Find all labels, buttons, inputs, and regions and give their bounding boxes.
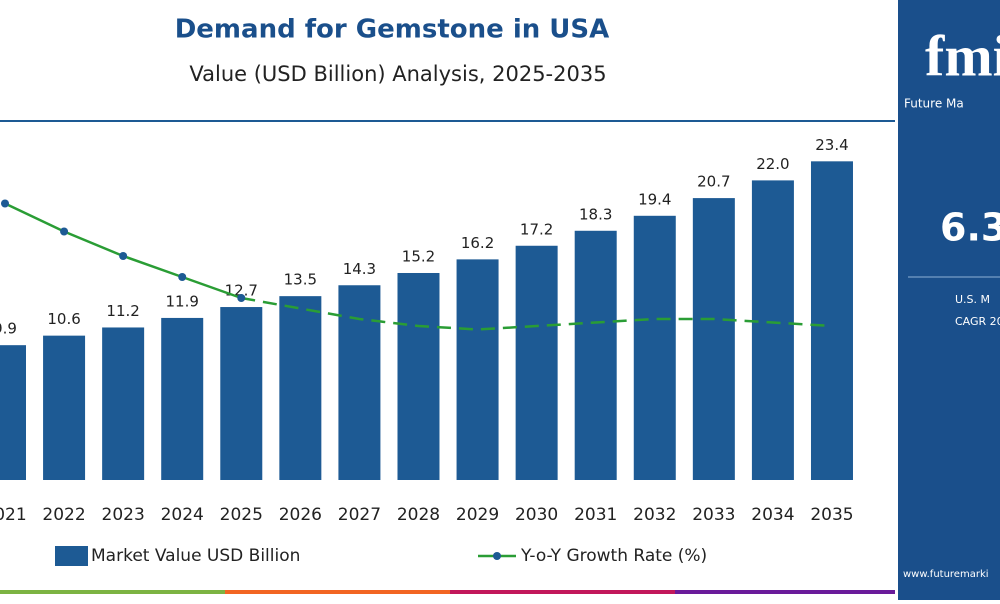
value-label: 13.5 bbox=[284, 271, 317, 289]
bar bbox=[102, 327, 145, 480]
x-tick-label: 2028 bbox=[397, 505, 440, 525]
value-label: 11.2 bbox=[106, 302, 139, 320]
bar bbox=[633, 215, 676, 480]
value-label: 19.4 bbox=[638, 190, 671, 208]
bar bbox=[397, 272, 440, 480]
growth-marker bbox=[178, 273, 187, 281]
footer-strip bbox=[0, 590, 225, 594]
chart-subtitle: Value (USD Billion) Analysis, 2025-2035 bbox=[189, 62, 606, 86]
value-label: 17.2 bbox=[520, 220, 553, 238]
period: CAGR 202 bbox=[955, 315, 1000, 328]
bar bbox=[810, 161, 853, 481]
footer-strip bbox=[225, 590, 450, 594]
x-tick-label: 2031 bbox=[574, 505, 617, 525]
logo: fmi bbox=[925, 23, 1000, 88]
x-tick-label: 2033 bbox=[692, 505, 735, 525]
x-tick-label: 2030 bbox=[515, 505, 558, 525]
side-panel: fmi Future Ma 6.3 U.S. M CAGR 202 www.fu… bbox=[898, 0, 1000, 600]
legend-swatch bbox=[55, 546, 88, 566]
x-tick-label: 2034 bbox=[751, 505, 794, 525]
value-label: 18.3 bbox=[579, 205, 612, 223]
x-tick-label: 2032 bbox=[633, 505, 676, 525]
chart-title: Demand for Gemstone in USA bbox=[175, 15, 610, 45]
x-tick-label: 2021 bbox=[0, 505, 27, 525]
growth-marker bbox=[60, 227, 69, 236]
value-label: 23.4 bbox=[815, 136, 848, 154]
x-tick-label: 2024 bbox=[161, 505, 204, 525]
region: U.S. M bbox=[955, 293, 990, 306]
growth-line-forecast bbox=[241, 296, 833, 331]
legend-marker bbox=[493, 552, 501, 560]
footer-strip bbox=[450, 590, 675, 594]
legend-label: Market Value USD Billion bbox=[91, 546, 300, 566]
x-tick-label: 2023 bbox=[102, 505, 145, 525]
growth-marker bbox=[1, 199, 9, 208]
growth-line bbox=[4, 202, 242, 300]
bar bbox=[279, 296, 322, 480]
panel-bg bbox=[898, 0, 1000, 600]
website: www.futuremarki bbox=[903, 569, 989, 580]
bar bbox=[515, 245, 558, 480]
bar bbox=[574, 230, 617, 480]
bar bbox=[338, 285, 381, 480]
x-tick-label: 2027 bbox=[338, 505, 381, 525]
value-label: 22.0 bbox=[756, 155, 789, 173]
bar bbox=[43, 335, 86, 480]
growth-marker bbox=[119, 252, 128, 260]
growth-marker bbox=[237, 294, 246, 302]
bar bbox=[161, 317, 204, 480]
value-label: 10.6 bbox=[47, 310, 80, 328]
value-label: 11.9 bbox=[166, 292, 199, 310]
value-label: 16.2 bbox=[461, 234, 494, 252]
bar bbox=[751, 180, 794, 480]
x-tick-label: 2025 bbox=[220, 505, 263, 525]
brand: Future Ma bbox=[904, 97, 964, 111]
bar bbox=[0, 345, 26, 480]
value-label: 20.7 bbox=[697, 173, 730, 191]
value-label: 15.2 bbox=[402, 247, 435, 265]
bar bbox=[692, 198, 735, 480]
x-tick-label: 2035 bbox=[810, 505, 853, 525]
footer-strip bbox=[675, 590, 895, 594]
value-label: 14.3 bbox=[343, 260, 376, 278]
x-tick-label: 2022 bbox=[42, 505, 85, 525]
bar bbox=[456, 259, 499, 480]
cagr-value: 6.3 bbox=[940, 206, 1000, 250]
bar bbox=[220, 307, 263, 480]
x-tick-label: 2026 bbox=[279, 505, 322, 525]
legend-label: Y-o-Y Growth Rate (%) bbox=[520, 546, 707, 566]
value-label: 9.9 bbox=[0, 320, 17, 338]
x-tick-label: 2029 bbox=[456, 505, 499, 525]
